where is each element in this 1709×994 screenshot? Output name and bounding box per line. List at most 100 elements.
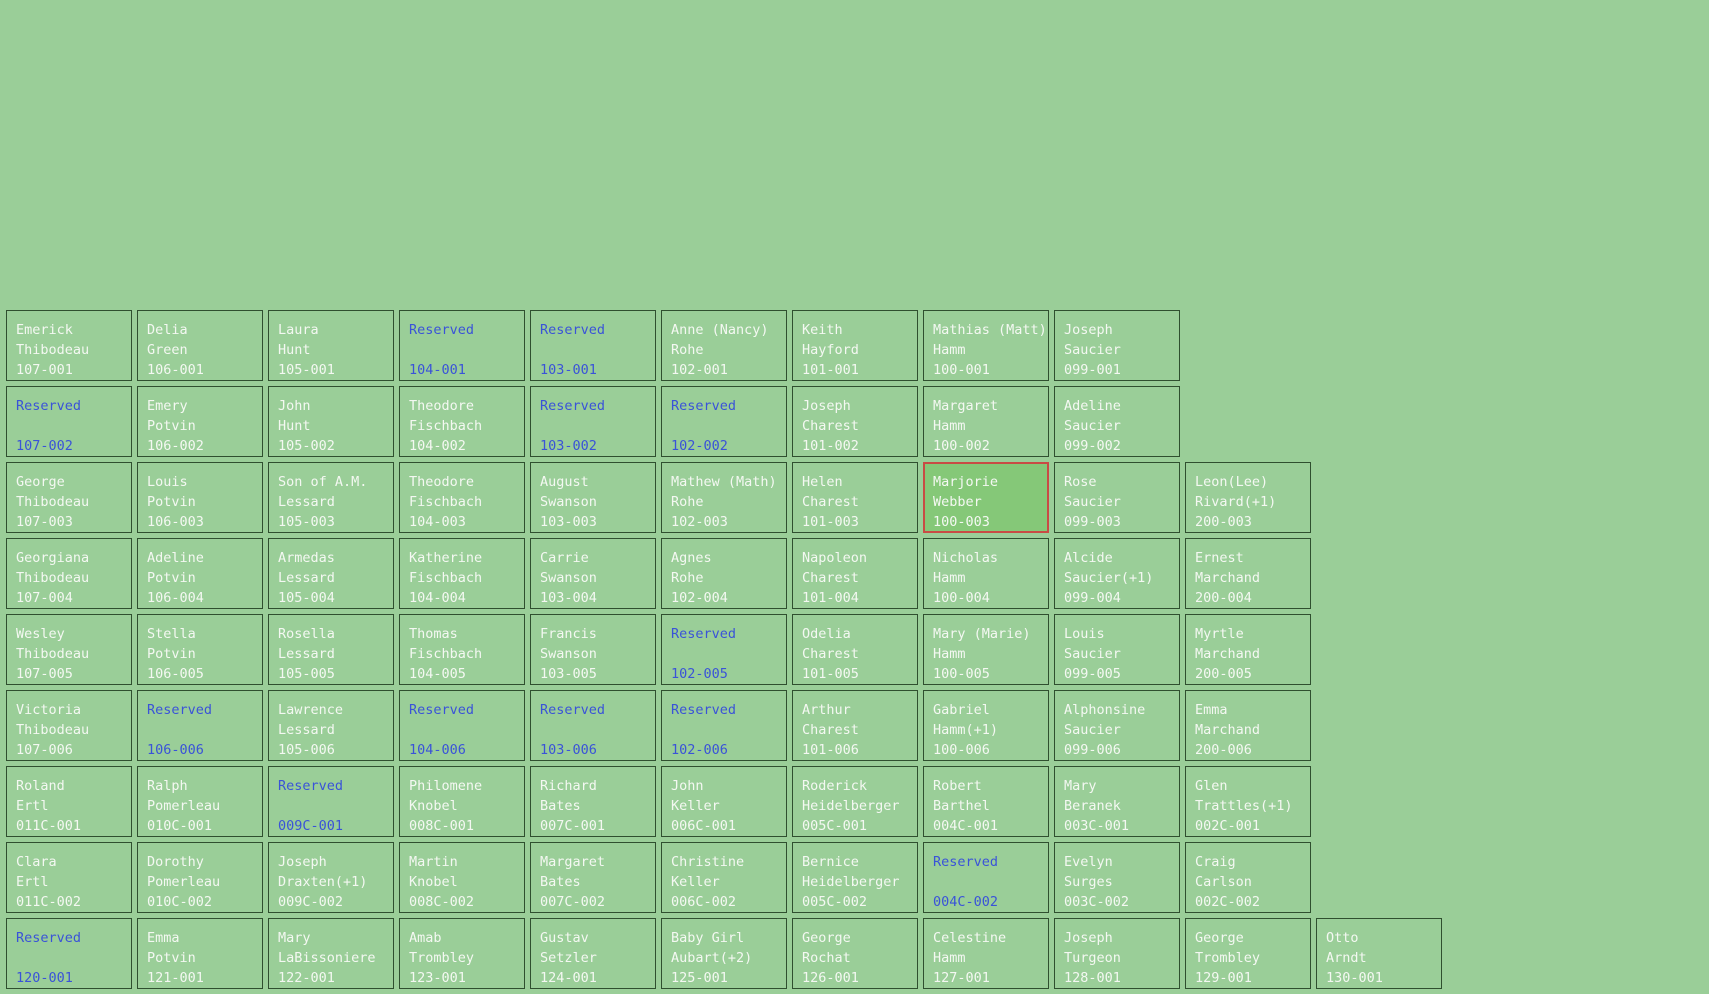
plot-cell-121-001[interactable]: Emma Potvin 121-001 [137, 918, 263, 989]
plot-cell-008c-002[interactable]: Martin Knobel 008C-002 [399, 842, 525, 913]
plot-cell-104-004[interactable]: Katherine Fischbach 104-004 [399, 538, 525, 609]
plot-cell-100-004[interactable]: Nicholas Hamm 100-004 [923, 538, 1049, 609]
plot-cell-122-001[interactable]: Mary LaBissoniere 122-001 [268, 918, 394, 989]
plot-cell-125-001[interactable]: Baby Girl Aubart(+2) 125-001 [661, 918, 787, 989]
plot-cell-099-001[interactable]: Joseph Saucier 099-001 [1054, 310, 1180, 381]
plot-cell-100-002[interactable]: Margaret Hamm 100-002 [923, 386, 1049, 457]
plot-cell-123-001[interactable]: Amab Trombley 123-001 [399, 918, 525, 989]
plot-cell-104-006[interactable]: Reserved 104-006 [399, 690, 525, 761]
plot-cell-002c-002[interactable]: Craig Carlson 002C-002 [1185, 842, 1311, 913]
plot-cell-104-002[interactable]: Theodore Fischbach 104-002 [399, 386, 525, 457]
plot-cell-120-001[interactable]: Reserved 120-001 [6, 918, 132, 989]
plot-cell-200-004[interactable]: Ernest Marchand 200-004 [1185, 538, 1311, 609]
plot-cell-101-004[interactable]: Napoleon Charest 101-004 [792, 538, 918, 609]
plot-cell-101-003[interactable]: Helen Charest 101-003 [792, 462, 918, 533]
plot-cell-099-002[interactable]: Adeline Saucier 099-002 [1054, 386, 1180, 457]
plot-first-name: Glen [1195, 778, 1228, 794]
plot-cell-106-001[interactable]: Delia Green 106-001 [137, 310, 263, 381]
plot-cell-100-006[interactable]: Gabriel Hamm(+1) 100-006 [923, 690, 1049, 761]
plot-cell-107-005[interactable]: Wesley Thibodeau 107-005 [6, 614, 132, 685]
plot-cell-099-004[interactable]: Alcide Saucier(+1) 099-004 [1054, 538, 1180, 609]
plot-cell-009c-002[interactable]: Joseph Draxten(+1) 009C-002 [268, 842, 394, 913]
plot-first-name: Carrie [540, 550, 589, 566]
plot-cell-106-005[interactable]: Stella Potvin 106-005 [137, 614, 263, 685]
plot-cell-102-006[interactable]: Reserved 102-006 [661, 690, 787, 761]
plot-cell-200-003[interactable]: Leon(Lee) Rivard(+1) 200-003 [1185, 462, 1311, 533]
plot-cell-106-004[interactable]: Adeline Potvin 106-004 [137, 538, 263, 609]
plot-cell-106-002[interactable]: Emery Potvin 106-002 [137, 386, 263, 457]
plot-cell-100-005[interactable]: Mary (Marie) Hamm 100-005 [923, 614, 1049, 685]
plot-first-name: Joseph [1064, 322, 1113, 338]
plot-first-name: Laura [278, 322, 319, 338]
plot-cell-011c-002[interactable]: Clara Ertl 011C-002 [6, 842, 132, 913]
plot-cell-007c-001[interactable]: Richard Bates 007C-001 [530, 766, 656, 837]
plot-cell-102-005[interactable]: Reserved 102-005 [661, 614, 787, 685]
plot-cell-107-006[interactable]: Victoria Thibodeau 107-006 [6, 690, 132, 761]
plot-cell-101-005[interactable]: Odelia Charest 101-005 [792, 614, 918, 685]
plot-cell-002c-001[interactable]: Glen Trattles(+1) 002C-001 [1185, 766, 1311, 837]
plot-cell-009c-001[interactable]: Reserved 009C-001 [268, 766, 394, 837]
plot-cell-102-001[interactable]: Anne (Nancy) Rohe 102-001 [661, 310, 787, 381]
plot-cell-105-005[interactable]: Rosella Lessard 105-005 [268, 614, 394, 685]
plot-cell-127-001[interactable]: Celestine Hamm 127-001 [923, 918, 1049, 989]
plot-cell-102-004[interactable]: Agnes Rohe 102-004 [661, 538, 787, 609]
plot-cell-102-002[interactable]: Reserved 102-002 [661, 386, 787, 457]
plot-cell-101-006[interactable]: Arthur Charest 101-006 [792, 690, 918, 761]
plot-cell-003c-001[interactable]: Mary Beranek 003C-001 [1054, 766, 1180, 837]
plot-first-name: Wesley [16, 626, 65, 642]
plot-cell-006c-002[interactable]: Christine Keller 006C-002 [661, 842, 787, 913]
plot-cell-099-006[interactable]: Alphonsine Saucier 099-006 [1054, 690, 1180, 761]
plot-cell-105-006[interactable]: Lawrence Lessard 105-006 [268, 690, 394, 761]
plot-cell-005c-002[interactable]: Bernice Heidelberger 005C-002 [792, 842, 918, 913]
plot-cell-005c-001[interactable]: Roderick Heidelberger 005C-001 [792, 766, 918, 837]
plot-first-name: Margaret [540, 854, 606, 870]
plot-cell-107-001[interactable]: Emerick Thibodeau 107-001 [6, 310, 132, 381]
plot-cell-105-002[interactable]: John Hunt 105-002 [268, 386, 394, 457]
plot-cell-107-003[interactable]: George Thibodeau 107-003 [6, 462, 132, 533]
plot-cell-103-003[interactable]: August Swanson 103-003 [530, 462, 656, 533]
plot-cell-130-001[interactable]: Otto Arndt 130-001 [1316, 918, 1442, 989]
plot-cell-101-002[interactable]: Joseph Charest 101-002 [792, 386, 918, 457]
plot-cell-128-001[interactable]: Joseph Turgeon 128-001 [1054, 918, 1180, 989]
plot-cell-200-006[interactable]: Emma Marchand 200-006 [1185, 690, 1311, 761]
plot-cell-102-003[interactable]: Mathew (Math) Rohe 102-003 [661, 462, 787, 533]
plot-cell-107-002[interactable]: Reserved 107-002 [6, 386, 132, 457]
plot-cell-004c-001[interactable]: Robert Barthel 004C-001 [923, 766, 1049, 837]
plot-cell-124-001[interactable]: Gustav Setzler 124-001 [530, 918, 656, 989]
plot-cell-103-004[interactable]: Carrie Swanson 103-004 [530, 538, 656, 609]
plot-cell-103-001[interactable]: Reserved 103-001 [530, 310, 656, 381]
plot-cell-099-005[interactable]: Louis Saucier 099-005 [1054, 614, 1180, 685]
plot-cell-011c-001[interactable]: Roland Ertl 011C-001 [6, 766, 132, 837]
plot-cell-003c-002[interactable]: Evelyn Surges 003C-002 [1054, 842, 1180, 913]
plot-cell-129-001[interactable]: George Trombley 129-001 [1185, 918, 1311, 989]
plot-first-name: Thomas [409, 626, 458, 642]
plot-cell-106-006[interactable]: Reserved 106-006 [137, 690, 263, 761]
plot-cell-006c-001[interactable]: John Keller 006C-001 [661, 766, 787, 837]
plot-cell-004c-002[interactable]: Reserved 004C-002 [923, 842, 1049, 913]
plot-first-name: Reserved [540, 702, 606, 718]
plot-cell-106-003[interactable]: Louis Potvin 106-003 [137, 462, 263, 533]
plot-cell-104-005[interactable]: Thomas Fischbach 104-005 [399, 614, 525, 685]
plot-cell-100-003[interactable]: Marjorie Webber 100-003 [923, 462, 1049, 533]
plot-cell-103-005[interactable]: Francis Swanson 103-005 [530, 614, 656, 685]
plot-cell-099-003[interactable]: Rose Saucier 099-003 [1054, 462, 1180, 533]
plot-cell-104-001[interactable]: Reserved 104-001 [399, 310, 525, 381]
plot-cell-105-003[interactable]: Son of A.M. Lessard 105-003 [268, 462, 394, 533]
plot-last-name: Trombley [1195, 950, 1261, 966]
plot-number: 107-003 [16, 514, 73, 530]
plot-cell-103-006[interactable]: Reserved 103-006 [530, 690, 656, 761]
plot-cell-008c-001[interactable]: Philomene Knobel 008C-001 [399, 766, 525, 837]
plot-cell-105-004[interactable]: Armedas Lessard 105-004 [268, 538, 394, 609]
plot-cell-007c-002[interactable]: Margaret Bates 007C-002 [530, 842, 656, 913]
plot-cell-010c-002[interactable]: Dorothy Pomerleau 010C-002 [137, 842, 263, 913]
plot-cell-101-001[interactable]: Keith Hayford 101-001 [792, 310, 918, 381]
plot-cell-010c-001[interactable]: Ralph Pomerleau 010C-001 [137, 766, 263, 837]
plot-cell-200-005[interactable]: Myrtle Marchand 200-005 [1185, 614, 1311, 685]
plot-cell-103-002[interactable]: Reserved 103-002 [530, 386, 656, 457]
plot-cell-107-004[interactable]: Georgiana Thibodeau 107-004 [6, 538, 132, 609]
plot-last-name: LaBissoniere [278, 950, 376, 966]
plot-cell-105-001[interactable]: Laura Hunt 105-001 [268, 310, 394, 381]
plot-cell-126-001[interactable]: George Rochat 126-001 [792, 918, 918, 989]
plot-cell-104-003[interactable]: Theodore Fischbach 104-003 [399, 462, 525, 533]
plot-cell-100-001[interactable]: Mathias (Matt) Hamm 100-001 [923, 310, 1049, 381]
